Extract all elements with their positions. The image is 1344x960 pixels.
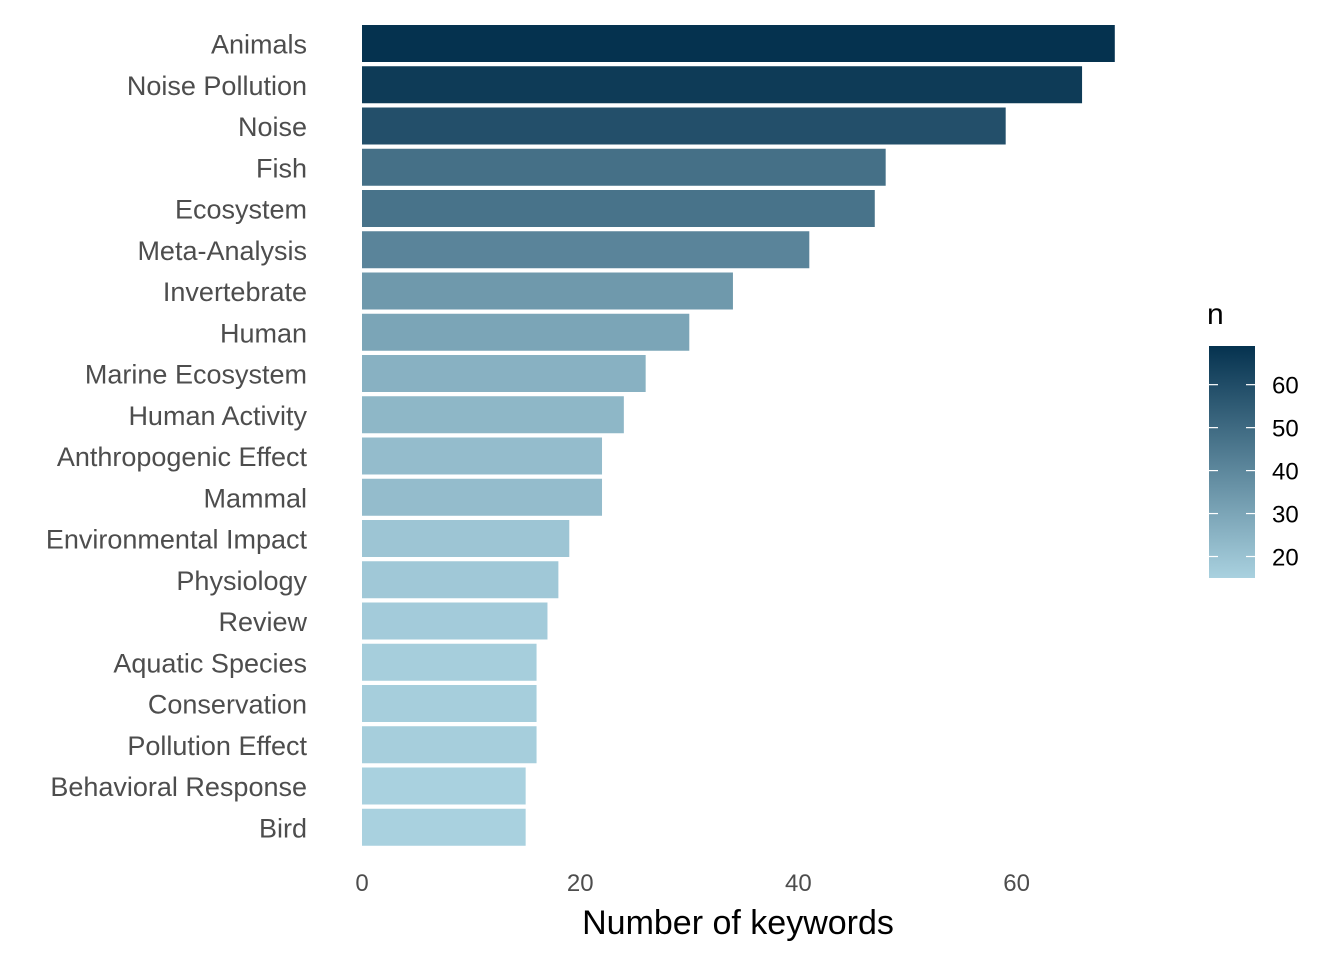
bar-human bbox=[362, 313, 690, 351]
legend-ticks: 20 30 40 50 60 bbox=[1209, 373, 1299, 572]
bar-fish bbox=[362, 148, 886, 186]
bar-animals bbox=[362, 25, 1115, 62]
category-label: Review bbox=[218, 607, 307, 637]
x-tick-label: 0 bbox=[355, 870, 368, 897]
bar-conservation bbox=[362, 685, 537, 722]
bar-human-activity bbox=[362, 396, 624, 434]
category-label: Conservation bbox=[148, 690, 307, 720]
bar-environmental-impact bbox=[362, 520, 570, 557]
bar-review bbox=[362, 602, 548, 640]
category-label: Behavioral Response bbox=[50, 772, 307, 802]
x-tick-label: 60 bbox=[1003, 870, 1030, 897]
category-label: Anthropogenic Effect bbox=[57, 442, 308, 472]
legend-tick-label: 60 bbox=[1272, 373, 1299, 400]
category-label: Invertebrate bbox=[163, 277, 307, 307]
x-axis-ticks: 0 20 40 60 bbox=[355, 870, 1030, 897]
bar-aquatic-species bbox=[362, 643, 537, 681]
bar-marine-ecosystem bbox=[362, 355, 646, 392]
bar-invertebrate bbox=[362, 272, 733, 310]
bar-noise-pollution bbox=[362, 66, 1083, 104]
legend-tick-label: 40 bbox=[1272, 459, 1299, 486]
bar-meta-analysis bbox=[362, 231, 810, 269]
category-label: Human Activity bbox=[128, 401, 307, 431]
bar-physiology bbox=[362, 561, 559, 599]
bar-bird bbox=[362, 808, 526, 846]
category-label: Animals bbox=[211, 30, 307, 60]
category-label: Marine Ecosystem bbox=[85, 360, 307, 390]
category-labels: Animals Noise Pollution Noise Fish Ecosystem… bbox=[46, 30, 308, 844]
category-label: Noise bbox=[238, 112, 307, 142]
category-label: Aquatic Species bbox=[113, 648, 307, 678]
category-label: Physiology bbox=[176, 566, 307, 596]
category-label: Fish bbox=[256, 153, 307, 183]
category-label: Bird bbox=[259, 813, 307, 843]
x-tick-label: 20 bbox=[567, 870, 594, 897]
category-label: Human bbox=[220, 318, 307, 348]
legend-tick-label: 20 bbox=[1272, 545, 1299, 572]
legend-tick-label: 30 bbox=[1272, 502, 1299, 529]
color-legend: n 20 30 40 50 60 bbox=[1207, 298, 1299, 578]
x-axis-title: Number of keywords bbox=[582, 904, 894, 942]
category-label: Ecosystem bbox=[175, 195, 307, 225]
bar-anthropogenic-effect bbox=[362, 437, 603, 475]
bar-pollution-effect bbox=[362, 726, 537, 764]
category-label: Noise Pollution bbox=[127, 71, 307, 101]
x-tick-label: 40 bbox=[785, 870, 812, 897]
legend-title: n bbox=[1207, 298, 1224, 331]
category-label: Environmental Impact bbox=[46, 525, 308, 555]
category-label: Pollution Effect bbox=[127, 731, 307, 761]
legend-tick-label: 50 bbox=[1272, 416, 1299, 443]
legend-colorbar bbox=[1209, 346, 1255, 578]
category-label: Mammal bbox=[203, 483, 307, 513]
bar-ecosystem bbox=[362, 190, 875, 227]
category-label: Meta-Analysis bbox=[137, 236, 307, 266]
bar-mammal bbox=[362, 478, 603, 516]
bars-group bbox=[362, 25, 1115, 846]
bar-behavioral-response bbox=[362, 767, 526, 805]
bar-noise bbox=[362, 107, 1006, 145]
